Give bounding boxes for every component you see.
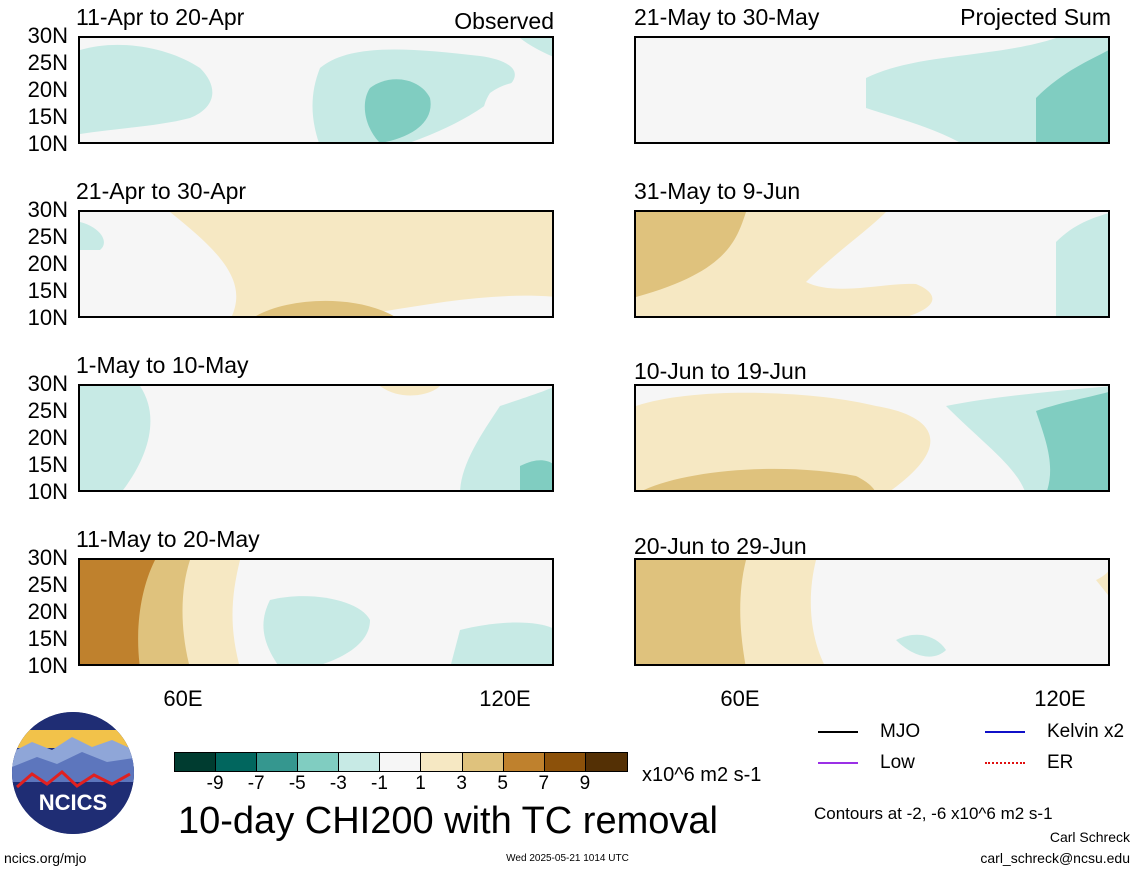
y-tick-label: 15N (27, 278, 68, 303)
colorbar-cell (298, 753, 340, 771)
colorbar-tick-label: -3 (329, 773, 347, 794)
units-label: x10^6 m2 s-1 (642, 764, 762, 786)
footer-author: Carl Schreck (1049, 829, 1130, 845)
y-tick-label: 25N (27, 50, 68, 75)
panel-title-2: 21-May to 30-May (634, 4, 820, 30)
colorbar-tick-label: 9 (579, 773, 591, 794)
colorbar-cell (380, 753, 422, 771)
panel-title-6: 10-Jun to 19-Jun (634, 358, 807, 384)
y-tick-label: 20N (27, 251, 68, 276)
x-tick-60e-right: 60E (720, 686, 760, 711)
colorbar-cell (257, 753, 299, 771)
y-tick-label: 10N (27, 305, 68, 330)
colorbar-cell (585, 753, 627, 771)
colorbar-tick-label: -1 (371, 773, 388, 794)
x-tick-60e-left: 60E (163, 686, 203, 711)
x-tick-120e-left: 120E (479, 686, 531, 711)
footer-email[interactable]: carl_schreck@ncsu.edu (980, 850, 1130, 866)
y-tick-label: 30N (27, 23, 68, 48)
colorbar-cell (421, 753, 463, 771)
y-tick-label: 30N (27, 545, 68, 570)
legend-label-mjo: MJO (880, 721, 921, 742)
projected-sum-tag: Projected Sum (960, 4, 1111, 30)
colorbar-cell (216, 753, 258, 771)
colorbar-tick-label: -5 (288, 773, 306, 794)
main-title: 10-day CHI200 with TC removal (178, 800, 718, 842)
contour-note: Contours at -2, -6 x10^6 m2 s-1 (814, 804, 1053, 823)
colorbar-cell (503, 753, 545, 771)
panel-title-7: 11-May to 20-May (76, 526, 260, 552)
x-tick-120e-right: 120E (1034, 686, 1086, 711)
y-tick-label: 10N (27, 479, 68, 504)
map-panel-6 (634, 384, 1110, 492)
y-tick-label: 15N (27, 626, 68, 651)
legend-line-low (818, 762, 858, 764)
footer-url[interactable]: ncics.org/mjo (4, 850, 87, 866)
legend-label-low: Low (880, 752, 915, 773)
y-tick-label: 10N (27, 131, 68, 156)
panel-title-4: 31-May to 9-Jun (634, 178, 801, 204)
y-tick-label: 25N (27, 572, 68, 597)
y-tick-label: 20N (27, 599, 68, 624)
colorbar-cell (339, 753, 381, 771)
legend-line-er (985, 762, 1025, 764)
panel-title-3: 21-Apr to 30-Apr (76, 178, 247, 204)
map-panel-7 (78, 558, 554, 666)
y-tick-label: 20N (27, 425, 68, 450)
colorbar-tick-label: 3 (456, 773, 467, 794)
legend-line-kelvin (985, 731, 1025, 733)
footer-timestamp: Wed 2025-05-21 1014 UTC (506, 853, 629, 864)
colorbar-tick-label: 7 (538, 773, 550, 794)
map-panel-5 (78, 384, 554, 492)
colorbar-tick-label: -7 (247, 773, 265, 794)
logo-text: NCICS (38, 790, 108, 815)
legend-line-mjo (818, 731, 858, 733)
y-tick-label: 25N (27, 398, 68, 423)
panel-title-5: 1-May to 10-May (76, 352, 249, 378)
legend-label-er: ER (1047, 752, 1074, 773)
colorbar-tick-label: -9 (206, 773, 224, 794)
map-panel-8 (634, 558, 1110, 666)
colorbar-tick-label: 5 (497, 773, 509, 794)
map-panel-1 (78, 36, 554, 144)
legend-label-kelvin: Kelvin x2 (1047, 721, 1125, 742)
ncics-logo: NCICS (12, 712, 134, 834)
map-panel-2 (634, 36, 1110, 144)
map-panel-3 (78, 210, 554, 318)
y-tick-label: 30N (27, 371, 68, 396)
panel-title-1: 11-Apr to 20-Apr (76, 4, 245, 30)
y-tick-label: 30N (27, 197, 68, 222)
colorbar-cell (462, 753, 504, 771)
colorbar-cell (175, 753, 217, 771)
y-tick-label: 15N (27, 104, 68, 129)
colorbar-cell (544, 753, 586, 771)
colorbar (174, 752, 628, 772)
y-tick-label: 25N (27, 224, 68, 249)
observed-tag: Observed (454, 8, 554, 34)
map-panel-4 (634, 210, 1110, 318)
colorbar-tick-label: 1 (415, 773, 426, 794)
panel-title-8: 20-Jun to 29-Jun (634, 533, 807, 559)
y-tick-label: 15N (27, 452, 68, 477)
y-tick-label: 10N (27, 653, 68, 678)
y-tick-label: 20N (27, 77, 68, 102)
